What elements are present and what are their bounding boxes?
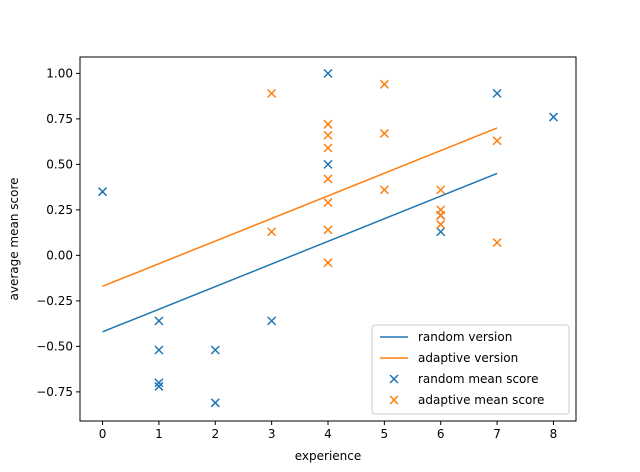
adaptive-score-point <box>267 227 277 237</box>
x-tick-label: 0 <box>99 427 107 441</box>
x-tick-label: 4 <box>324 427 332 441</box>
adaptive-score-point <box>267 88 277 98</box>
y-tick-label: 0.50 <box>46 157 73 171</box>
adaptive-score-point <box>379 185 389 195</box>
y-tick-label: −0.50 <box>36 339 73 353</box>
random-score-point <box>548 112 558 122</box>
adaptive-score-point <box>436 219 446 229</box>
random-score-point <box>210 345 220 355</box>
adaptive-score-point <box>492 136 502 146</box>
legend: random version adaptive version random mea… <box>371 324 570 415</box>
random-score-point <box>154 381 164 391</box>
y-tick-label: 0.00 <box>46 248 73 262</box>
x-tick-label: 8 <box>550 427 558 441</box>
adaptive-score-point <box>436 210 446 220</box>
random-score-point <box>154 378 164 388</box>
x-tick-label: 3 <box>268 427 276 441</box>
adaptive-score-point <box>323 225 333 235</box>
legend-box <box>371 324 570 415</box>
y-axis-label: average mean score <box>7 177 21 300</box>
adaptive-score-point <box>323 174 333 184</box>
x-tick-label: 6 <box>437 427 445 441</box>
adaptive-score-point <box>323 130 333 140</box>
legend-label: adaptive mean score <box>418 393 544 407</box>
x-tick-label: 2 <box>211 427 219 441</box>
adaptive-score-point <box>323 258 333 268</box>
y-tick-label: 1.00 <box>46 66 73 80</box>
random-score-point <box>492 88 502 98</box>
random-score-point <box>436 227 446 237</box>
y-tick-label: 0.75 <box>46 112 73 126</box>
adaptive-score-point <box>323 119 333 129</box>
random-score-point <box>323 159 333 169</box>
adaptive-score-point <box>323 143 333 153</box>
x-tick-label: 1 <box>155 427 163 441</box>
axis-ticks: 0 1 2 3 4 5 6 7 8 −0.75 −0.50 −0.25 0.00 0.25 0.50 0.75… <box>36 66 557 441</box>
adaptive-score-point <box>379 79 389 89</box>
random-score-point <box>210 398 220 408</box>
x-tick-label: 5 <box>381 427 389 441</box>
x-tick-label: 7 <box>493 427 501 441</box>
legend-label: random mean score <box>418 372 538 386</box>
random-score-point <box>323 68 333 78</box>
adaptive-score-point <box>492 238 502 248</box>
x-axis-label: experience <box>295 449 362 463</box>
axes-frame <box>79 56 577 422</box>
fit-line-adaptive <box>102 127 498 288</box>
y-tick-label: 0.25 <box>46 203 73 217</box>
random-score-point <box>267 316 277 326</box>
chart-marks <box>98 68 558 408</box>
y-tick-label: −0.25 <box>36 294 73 308</box>
adaptive-score-point <box>323 198 333 208</box>
adaptive-score-point <box>379 128 389 138</box>
y-tick-label: −0.75 <box>36 385 73 399</box>
legend-label: random version <box>418 330 512 344</box>
fit-line-random <box>102 172 498 333</box>
random-score-point <box>154 345 164 355</box>
legend-marker-swatch <box>389 395 399 405</box>
adaptive-score-point <box>436 185 446 195</box>
random-score-point <box>98 187 108 197</box>
random-score-point <box>154 316 164 326</box>
legend-label: adaptive version <box>418 351 518 365</box>
legend-marker-swatch <box>389 374 399 384</box>
